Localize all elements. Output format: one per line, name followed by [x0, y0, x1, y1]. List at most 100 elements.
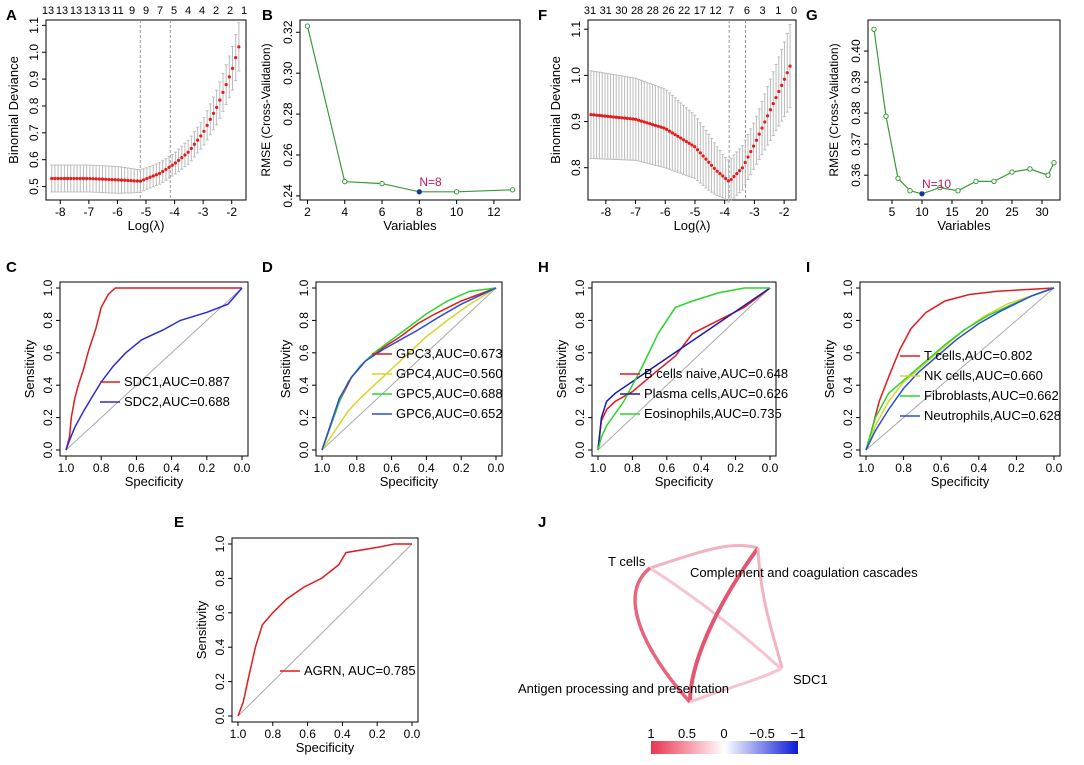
cv-point-f [642, 120, 646, 124]
top-count-label-f: 31 [600, 5, 612, 17]
x-tick-label-b: 4 [341, 205, 348, 219]
y-tick-label-e: 0.2 [213, 673, 227, 690]
top-count-label-f: 1 [775, 5, 781, 17]
x-tick-label-i: 0.6 [933, 461, 950, 475]
cv-point-f [780, 83, 784, 87]
y-tick-label-d: 1.0 [297, 279, 311, 296]
y-tick-label-a: 1.1 [27, 17, 41, 34]
edge-antigen-sdc1 [689, 666, 783, 704]
cv-point-f [670, 131, 674, 135]
cv-point-a [215, 105, 219, 110]
y-tick-label-c: 0.0 [41, 441, 55, 458]
top-count-label-a: 13 [56, 5, 68, 17]
colorbar-label-pos05: 0.5 [678, 726, 696, 741]
cv-point-a [237, 45, 241, 49]
x-tick-label-a: -7 [84, 205, 95, 219]
cv-point-f [712, 166, 716, 171]
y-tick-label-h: 0.2 [573, 409, 587, 426]
cv-point-f [684, 139, 688, 144]
x-tick-label-a: -6 [112, 205, 123, 219]
cv-point-f [782, 77, 787, 81]
cv-point-a [100, 177, 105, 181]
cv-point-a [208, 117, 212, 121]
cv-point-f [611, 115, 616, 119]
cv-point-f [634, 117, 638, 121]
cv-point-a [211, 111, 216, 115]
cv-point-f [723, 176, 728, 181]
cv-point-f [695, 148, 700, 152]
legend-label-i: NK cells,AUC=0.660 [924, 368, 1043, 383]
plot-frame-a [45, 19, 247, 201]
top-count-label-f: 22 [678, 5, 690, 17]
legend-label-i: T cells,AUC=0.802 [924, 348, 1033, 363]
y-tick-label-g: 0.38 [849, 101, 863, 125]
cv-point-f [729, 177, 733, 182]
cv-point-f [653, 123, 658, 128]
legend-label-d: GPC3,AUC=0.673 [396, 346, 503, 361]
cv-point-f [740, 166, 744, 170]
y-tick-label-d: 0.8 [297, 312, 311, 329]
cv-point-f [737, 169, 742, 173]
cv-point-f [743, 160, 747, 165]
y-tick-label-e: 1.0 [213, 535, 227, 552]
x-tick-label-e: 1.0 [230, 727, 247, 741]
y-tick-label-g: 0.40 [849, 39, 863, 63]
rmse-point-b [453, 189, 460, 195]
y-tick-label-h: 0.6 [573, 344, 587, 361]
cv-point-a [104, 177, 108, 181]
edge-complement-antigen [688, 546, 760, 703]
cv-point-f [651, 122, 655, 127]
cv-point-f [625, 116, 630, 120]
cv-point-a [221, 90, 225, 94]
cv-point-f [681, 138, 686, 142]
cv-point-f [774, 95, 778, 100]
x-axis-label-a: Log(λ) [128, 218, 165, 233]
roc-curve-d-3 [321, 287, 497, 451]
cv-point-a [180, 156, 184, 160]
top-count-label-a: 11 [112, 5, 123, 17]
x-tick-label-e: 0.4 [334, 727, 351, 741]
correlation-colorbar [651, 741, 798, 754]
x-tick-label-i: 1.0 [858, 461, 875, 475]
colorbar-label-neg1: −1 [791, 726, 806, 741]
y-axis-label-c: Sensitivity [22, 339, 37, 398]
x-tick-label-c: 0.4 [163, 461, 180, 475]
cv-point-a [135, 179, 139, 183]
cv-point-a [126, 178, 130, 183]
cv-point-a [192, 142, 197, 146]
legend-label-e: AGRN, AUC=0.785 [304, 663, 416, 678]
plot-frame-i [859, 281, 1061, 457]
cv-point-f [726, 179, 730, 183]
cv-point-f [749, 150, 753, 154]
x-tick-label-g: 25 [1005, 205, 1019, 219]
cv-point-f [715, 169, 719, 173]
legend-label-d: GPC5,AUC=0.688 [396, 386, 503, 401]
top-count-label-a: 7 [157, 5, 163, 17]
cv-point-a [129, 179, 133, 183]
cv-point-f [679, 136, 683, 140]
cv-point-a [132, 179, 136, 183]
cv-point-f [777, 89, 781, 94]
legend-label-d: GPC6,AUC=0.652 [396, 406, 503, 421]
y-tick-label-b: 0.30 [281, 61, 295, 85]
cv-point-a [97, 177, 101, 181]
x-tick-label-a: -5 [141, 205, 152, 219]
cv-point-f [673, 132, 677, 137]
cv-point-f [707, 160, 711, 164]
cv-point-a [148, 175, 152, 179]
top-count-label-a: 9 [143, 5, 149, 17]
cv-point-a [202, 129, 206, 133]
cv-point-a [183, 153, 187, 157]
x-tick-label-f: -3 [749, 205, 760, 219]
x-tick-label-d: 0.6 [383, 461, 400, 475]
x-axis-label-b: Variables [383, 218, 437, 233]
edge-complement-sdc1 [756, 547, 784, 669]
plot-frame-b [299, 19, 521, 201]
panel-f-lasso: -8 -7 -6 -5 -4 -3 -2 0.8 0.9 1.0 1.1 Log(λ) Binomial… [548, 5, 797, 233]
panel-letter-a: A [6, 7, 17, 24]
cv-point-a [69, 176, 73, 181]
y-tick-label-g: 0.39 [849, 70, 863, 94]
x-tick-label-b: 12 [487, 205, 501, 219]
x-tick-label-c: 0.0 [234, 461, 251, 475]
legend-label-c: SDC1,AUC=0.887 [124, 374, 230, 389]
